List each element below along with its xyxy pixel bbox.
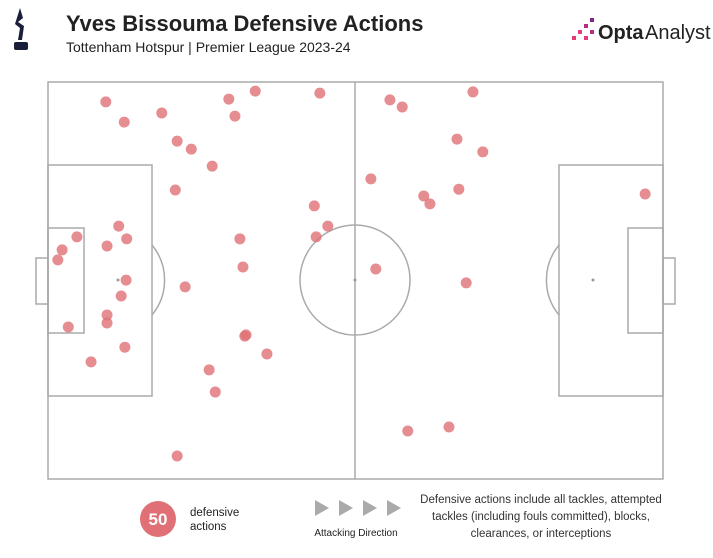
defensive-action [639,188,651,200]
total-label: actions [190,521,227,533]
defensive-action [118,116,130,128]
total-value: 50 [149,510,168,529]
defensive-action [453,183,465,195]
defensive-action [477,146,489,158]
defensive-action [62,321,74,333]
defensive-action [223,93,235,105]
defensive-action [185,143,197,155]
pitch-spots [116,278,595,282]
defensive-action [115,290,127,302]
chart-title: Yves Bissouma Defensive Actions [66,11,423,36]
club-badge [14,8,28,50]
defensive-action [85,356,97,368]
pitch [35,81,676,480]
note: Defensive actions include all tackles, a… [420,494,662,540]
defensive-action [56,244,68,256]
defensive-action [402,425,414,437]
defensive-action [121,233,133,245]
defensive-action [424,198,436,210]
defensive-action [365,173,377,185]
defensive-action [203,364,215,376]
defensive-action [308,200,320,212]
defensive-action [370,263,382,275]
defensive-action [239,330,251,342]
defensive-action [101,240,113,252]
defensive-action [322,220,334,232]
defensive-action [249,85,261,97]
chart-subtitle: Tottenham Hotspur | Premier League 2023-… [66,39,351,55]
defensive-action [418,190,430,202]
defensive-action [171,135,183,147]
defensive-action [52,254,64,266]
defensive-action [179,281,191,293]
defensive-action [156,107,168,119]
defensive-action [171,450,183,462]
direction-label: Attacking Direction [314,528,397,539]
defensive-action [261,348,273,360]
brand-name: Opta [598,22,644,44]
defensive-action [451,133,463,145]
points [52,85,651,462]
defensive-action [443,421,455,433]
total-badge [140,501,176,537]
defensive-action [71,231,83,243]
defensive-action [229,110,241,122]
direction-arrows [315,500,401,516]
defensive-action [467,86,479,98]
defensive-action [169,184,181,196]
defensive-action [237,261,249,273]
defensive-action [460,277,472,289]
defensive-action [101,317,113,329]
defensive-action [314,87,326,99]
defensive-action [120,274,132,286]
brand-product: Analyst [645,22,711,44]
defensive-action [209,386,221,398]
defensive-action [119,341,131,353]
defensive-action [101,309,113,321]
brand-logo: Opta Analyst [572,18,711,44]
defensive-action [384,94,396,106]
defensive-action [206,160,218,172]
total-label: defensive [190,507,239,519]
defensive-action [396,101,408,113]
defensive-action [234,233,246,245]
defensive-action [310,231,322,243]
defensive-action [100,96,112,108]
defensive-action [113,220,125,232]
